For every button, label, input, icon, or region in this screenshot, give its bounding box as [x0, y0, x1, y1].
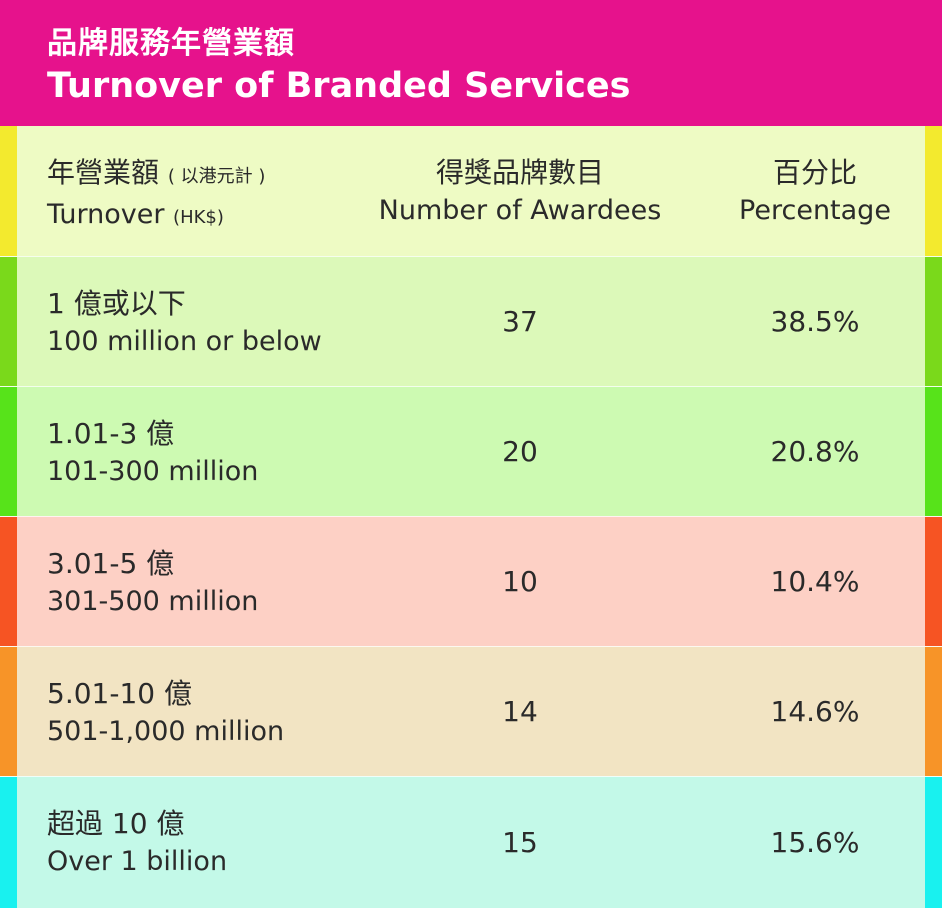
- turnover-range: 3.01-5 億 301-500 million: [47, 545, 258, 621]
- table-row: 超過 10 億 Over 1 billion 15 15.6%: [0, 776, 942, 908]
- percentage-value: 15.6%: [770, 826, 860, 859]
- header-percentage-en: Percentage: [739, 195, 891, 226]
- header-stripe-right: [925, 126, 942, 256]
- row-stripe-left: [0, 517, 17, 646]
- turnover-range-zh: 超過 10 億: [47, 807, 185, 840]
- turnover-range: 1 億或以下 100 million or below: [47, 285, 322, 361]
- turnover-range-en: 301-500 million: [47, 586, 259, 617]
- table-row: 1.01-3 億 101-300 million 20 20.8%: [0, 386, 942, 516]
- header-awardees-en: Number of Awardees: [378, 195, 662, 226]
- turnover-range-zh: 5.01-10 億: [47, 677, 192, 710]
- turnover-range-zh: 1.01-3 億: [47, 417, 175, 450]
- title-english: Turnover of Branded Services: [47, 66, 631, 106]
- percentage-value: 10.4%: [770, 565, 860, 598]
- turnover-range-en: 501-1,000 million: [47, 716, 285, 747]
- title-chinese: 品牌服務年營業額: [47, 26, 295, 61]
- header-percentage: 百分比 Percentage: [690, 154, 940, 230]
- turnover-range-en: 100 million or below: [47, 326, 322, 357]
- header-awardees: 得獎品牌數目 Number of Awardees: [360, 154, 680, 230]
- turnover-range-en: Over 1 billion: [47, 846, 228, 877]
- header-turnover-zh-note: ( 以港元計 ): [167, 166, 266, 187]
- table-header-row: 年營業額 ( 以港元計 ) Turnover (HK$) 得獎品牌數目 Numb…: [0, 126, 942, 256]
- turnover-range: 5.01-10 億 501-1,000 million: [47, 675, 284, 751]
- row-stripe-right: [925, 777, 942, 908]
- percentage-value: 20.8%: [770, 435, 860, 468]
- row-stripe-left: [0, 777, 17, 908]
- turnover-range-zh: 3.01-5 億: [47, 547, 175, 580]
- row-stripe-right: [925, 257, 942, 386]
- turnover-range-zh: 1 億或以下: [47, 287, 186, 320]
- percentage-value: 14.6%: [770, 695, 860, 728]
- awardee-count: 20: [502, 435, 538, 468]
- header-percentage-zh: 百分比: [772, 156, 857, 189]
- turnover-range: 超過 10 億 Over 1 billion: [47, 805, 227, 881]
- table-row: 3.01-5 億 301-500 million 10 10.4%: [0, 516, 942, 646]
- header-stripe-left: [0, 126, 17, 256]
- table-row: 5.01-10 億 501-1,000 million 14 14.6%: [0, 646, 942, 776]
- awardee-count: 37: [502, 305, 538, 338]
- awardee-count: 14: [502, 695, 538, 728]
- table-row: 1 億或以下 100 million or below 37 38.5%: [0, 256, 942, 386]
- header-turnover-en-note: (HK$): [173, 207, 224, 228]
- row-stripe-left: [0, 647, 17, 776]
- turnover-range-en: 101-300 million: [47, 456, 259, 487]
- title-bar: 品牌服務年營業額 Turnover of Branded Services: [0, 0, 942, 126]
- row-stripe-left: [0, 257, 17, 386]
- header-turnover-zh: 年營業額: [47, 156, 160, 189]
- awardee-count: 10: [502, 565, 538, 598]
- row-stripe-right: [925, 647, 942, 776]
- turnover-range: 1.01-3 億 101-300 million: [47, 415, 258, 491]
- row-stripe-right: [925, 517, 942, 646]
- percentage-value: 38.5%: [770, 305, 860, 338]
- row-stripe-left: [0, 387, 17, 516]
- header-awardees-zh: 得獎品牌數目: [435, 156, 604, 189]
- header-turnover: 年營業額 ( 以港元計 ) Turnover (HK$): [47, 154, 265, 237]
- awardee-count: 15: [502, 826, 538, 859]
- header-turnover-en: Turnover: [47, 199, 165, 230]
- row-stripe-right: [925, 387, 942, 516]
